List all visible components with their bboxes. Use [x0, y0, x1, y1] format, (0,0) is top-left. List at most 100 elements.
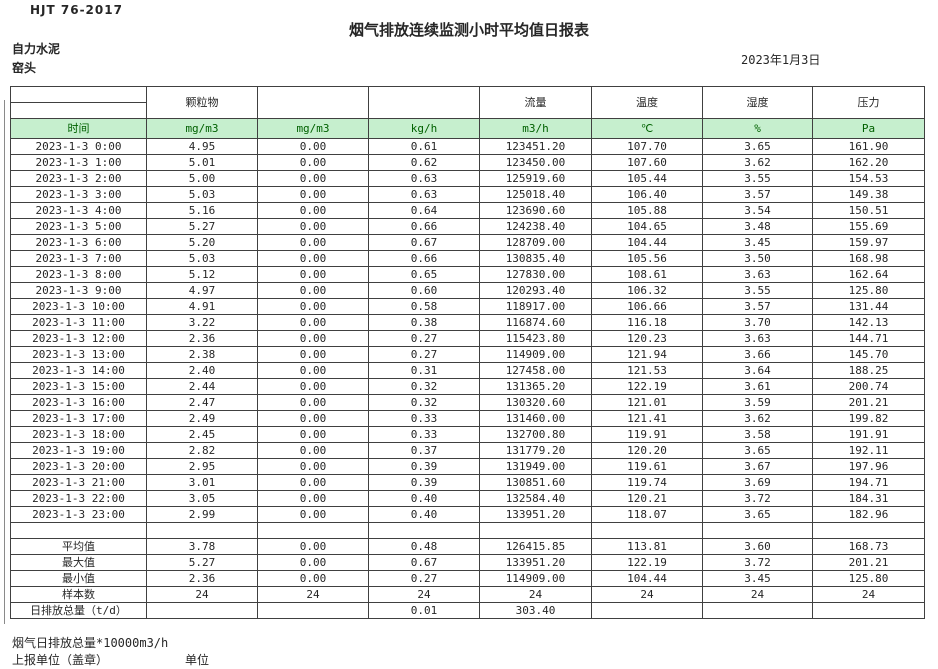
table-row-value-cell: 161.90 — [812, 138, 925, 155]
table-row-value-cell: 0.00 — [257, 506, 369, 523]
table-row-value-cell: 119.61 — [591, 458, 703, 475]
table-row-value-cell: 121.41 — [591, 410, 703, 427]
table-row-value-cell: 5.00 — [146, 170, 258, 187]
summary-row-value-cell: 24 — [702, 586, 813, 603]
summary-row-label-cell: 最小值 — [10, 570, 147, 587]
table-row-value-cell: 0.00 — [257, 442, 369, 459]
table-row-label-cell: 2023-1-3 15:00 — [10, 378, 147, 395]
table-row-value-cell: 3.57 — [702, 186, 813, 203]
table-row-label-cell: 2023-1-3 21:00 — [10, 474, 147, 491]
table-row-value-cell: 120.21 — [591, 490, 703, 507]
summary-row-value-cell: 3.45 — [702, 570, 813, 587]
table-row-label-cell: 2023-1-3 14:00 — [10, 362, 147, 379]
table-row-value-cell: 125.80 — [812, 282, 925, 299]
table-row: 2023-1-3 6:00 5.20 0.00 0.67 128709.00 104.44… — [10, 234, 925, 251]
summary-row: 样本数 24 24 24 24 24 24 24 — [10, 586, 925, 603]
unit-percent: % — [702, 118, 813, 139]
table-row-value-cell: 0.39 — [368, 458, 480, 475]
table-row-value-cell: 124238.40 — [479, 218, 592, 235]
table-row-value-cell: 3.63 — [702, 266, 813, 283]
summary-row-value-cell: 24 — [479, 586, 592, 603]
table-row: 2023-1-3 21:00 3.01 0.00 0.39 130851.60 119.7… — [10, 474, 925, 491]
table-row: 2023-1-3 8:00 5.12 0.00 0.65 127830.00 108.61… — [10, 266, 925, 283]
footer-note: 烟气日排放总量*10000m3/h — [12, 636, 169, 650]
unit-time: 时间 — [10, 118, 147, 139]
table-row-value-cell: 155.69 — [812, 218, 925, 235]
table-row-value-cell: 118917.00 — [479, 298, 592, 315]
table-row-value-cell: 3.65 — [702, 138, 813, 155]
table-row-label-cell: 2023-1-3 7:00 — [10, 250, 147, 267]
summary-row-value-cell: 114909.00 — [479, 570, 592, 587]
table-row: 2023-1-3 14:00 2.40 0.00 0.31 127458.00 121.5… — [10, 362, 925, 379]
table-row-value-cell: 106.40 — [591, 186, 703, 203]
table-row: 2023-1-3 10:00 4.91 0.00 0.58 118917.00 106.6… — [10, 298, 925, 315]
table-row-value-cell: 4.95 — [146, 138, 258, 155]
header-empty-cell-bottom — [10, 102, 147, 119]
table-row-value-cell: 128709.00 — [479, 234, 592, 251]
summary-row-value-cell — [702, 602, 813, 619]
table-row-value-cell: 162.64 — [812, 266, 925, 283]
table-row-value-cell: 127458.00 — [479, 362, 592, 379]
table-row-value-cell: 131460.00 — [479, 410, 592, 427]
table-row-value-cell: 132584.40 — [479, 490, 592, 507]
unit-celsius: ℃ — [591, 118, 703, 139]
table-row-value-cell: 184.31 — [812, 490, 925, 507]
table-row-value-cell: 0.00 — [257, 266, 369, 283]
table-row-value-cell: 3.66 — [702, 346, 813, 363]
table-row-value-cell: 104.65 — [591, 218, 703, 235]
table-row-value-cell: 0.00 — [257, 154, 369, 171]
table-row-value-cell: 0.58 — [368, 298, 480, 315]
header-flow: 流量 — [479, 86, 592, 119]
summary-row-value-cell: 168.73 — [812, 538, 925, 555]
summary-row-value-cell: 0.67 — [368, 554, 480, 571]
table-row-value-cell: 192.11 — [812, 442, 925, 459]
summary-row: 日排放总量（t/d） 0.01 303.40 — [10, 602, 925, 619]
table-row-value-cell: 2.95 — [146, 458, 258, 475]
summary-row-value-cell: 133951.20 — [479, 554, 592, 571]
header-blank-col3 — [257, 86, 369, 119]
table-row-value-cell: 0.00 — [257, 314, 369, 331]
table-row-value-cell: 106.32 — [591, 282, 703, 299]
table-row-value-cell: 105.88 — [591, 202, 703, 219]
table-row-value-cell: 168.98 — [812, 250, 925, 267]
table-row-value-cell: 0.00 — [257, 234, 369, 251]
table-row-value-cell: 0.66 — [368, 250, 480, 267]
summary-row-label-cell: 日排放总量（t/d） — [10, 602, 147, 619]
page-title: 烟气排放连续监测小时平均值日报表 — [348, 21, 589, 39]
table-row-label-cell: 2023-1-3 19:00 — [10, 442, 147, 459]
table-row-value-cell: 125919.60 — [479, 170, 592, 187]
summary-row-value-cell — [257, 602, 369, 619]
summary-row-value-cell: 113.81 — [591, 538, 703, 555]
table-row-value-cell: 3.22 — [146, 314, 258, 331]
report-table: 颗粒物 流量 温度 湿度 压力 时间 mg/m3 mg/m3 kg/h m3/h… — [10, 86, 925, 619]
table-row-value-cell: 149.38 — [812, 186, 925, 203]
table-row-value-cell: 199.82 — [812, 410, 925, 427]
table-row: 2023-1-3 12:00 2.36 0.00 0.27 115423.80 120.2… — [10, 330, 925, 347]
table-row-label-cell: 2023-1-3 2:00 — [10, 170, 147, 187]
summary-row-value-cell: 104.44 — [591, 570, 703, 587]
summary-row-value-cell: 3.72 — [702, 554, 813, 571]
table-row-value-cell: 188.25 — [812, 362, 925, 379]
table-row-value-cell: 105.44 — [591, 170, 703, 187]
table-row-label-cell: 2023-1-3 9:00 — [10, 282, 147, 299]
table-row-label-cell: 2023-1-3 18:00 — [10, 426, 147, 443]
table-row-value-cell: 2.38 — [146, 346, 258, 363]
table-row-label-cell: 2023-1-3 23:00 — [10, 506, 147, 523]
unit-row: 时间 mg/m3 mg/m3 kg/h m3/h ℃ % Pa — [10, 118, 925, 139]
table-row-value-cell: 0.00 — [257, 490, 369, 507]
table-row-value-cell: 3.05 — [146, 490, 258, 507]
unit-m3h: m3/h — [479, 118, 592, 139]
table-row: 2023-1-3 15:00 2.44 0.00 0.32 131365.20 122.1… — [10, 378, 925, 395]
table-row-value-cell: 3.57 — [702, 298, 813, 315]
table-row-value-cell: 3.59 — [702, 394, 813, 411]
table-row-value-cell: 201.21 — [812, 394, 925, 411]
table-row-value-cell: 3.58 — [702, 426, 813, 443]
summary-row-label-cell: 样本数 — [10, 586, 147, 603]
table-row-value-cell: 3.63 — [702, 330, 813, 347]
summary-row-value-cell — [591, 602, 703, 619]
summary-row-value-cell: 201.21 — [812, 554, 925, 571]
table-row-value-cell: 116.18 — [591, 314, 703, 331]
table-row-value-cell: 150.51 — [812, 202, 925, 219]
table-row-value-cell: 123451.20 — [479, 138, 592, 155]
table-row-value-cell: 120.23 — [591, 330, 703, 347]
